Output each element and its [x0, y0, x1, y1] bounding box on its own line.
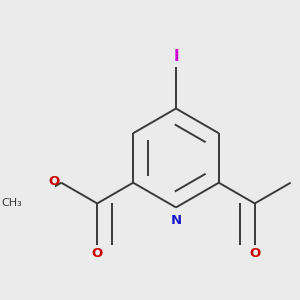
- Text: I: I: [173, 49, 179, 64]
- Text: N: N: [170, 214, 182, 227]
- Text: O: O: [49, 175, 60, 188]
- Text: O: O: [249, 248, 260, 260]
- Text: CH₃: CH₃: [2, 198, 22, 208]
- Text: O: O: [92, 248, 103, 260]
